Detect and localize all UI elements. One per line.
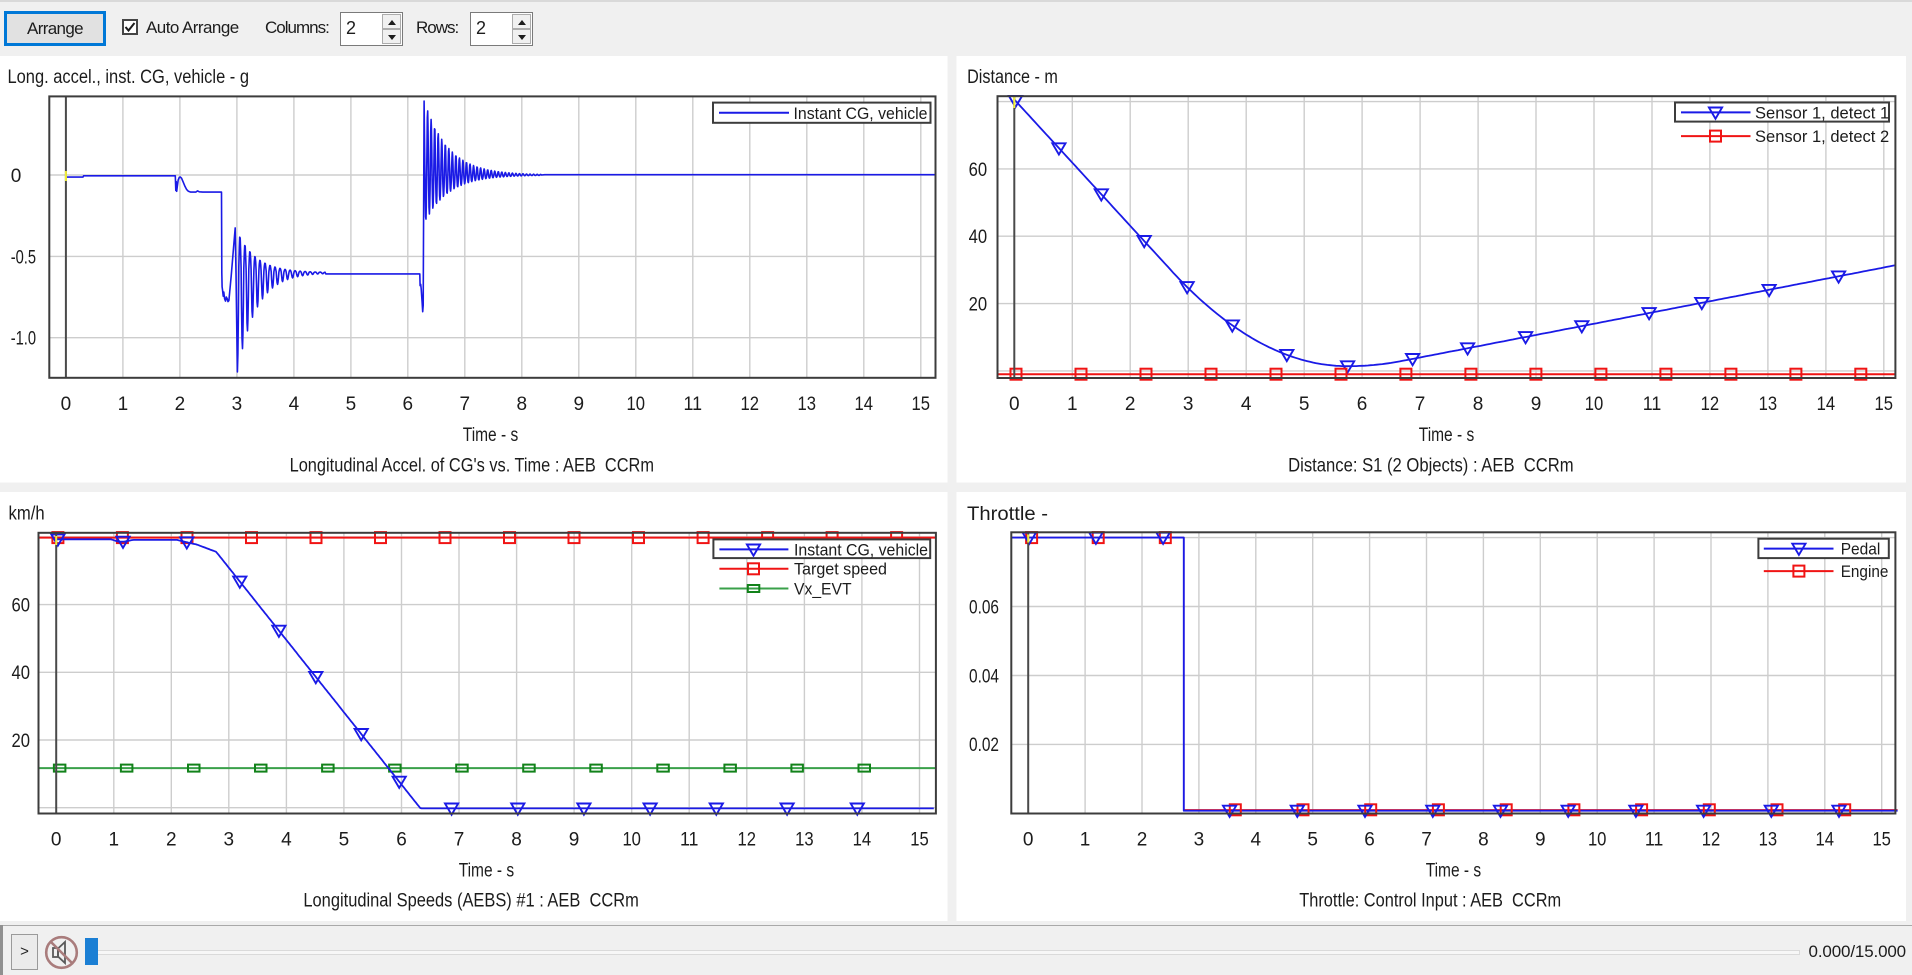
svg-text:1: 1 <box>118 394 129 415</box>
svg-text:6: 6 <box>1364 829 1375 850</box>
svg-text:4: 4 <box>1241 394 1252 415</box>
svg-text:6: 6 <box>403 394 414 415</box>
svg-text:5: 5 <box>346 394 357 415</box>
svg-text:7: 7 <box>460 394 471 415</box>
svg-text:11: 11 <box>684 394 703 415</box>
svg-text:12: 12 <box>741 394 760 415</box>
svg-text:14: 14 <box>1817 394 1836 415</box>
svg-text:11: 11 <box>1645 829 1664 850</box>
svg-text:1: 1 <box>109 829 120 850</box>
svg-text:0.06: 0.06 <box>969 597 999 618</box>
svg-text:14: 14 <box>853 829 872 850</box>
svg-text:Distance - m: Distance - m <box>967 67 1058 88</box>
svg-text:11: 11 <box>680 829 699 850</box>
svg-text:5: 5 <box>1307 829 1318 850</box>
svg-text:4: 4 <box>289 394 300 415</box>
svg-text:Longitudinal Accel. of CG's vs: Longitudinal Accel. of CG's vs. Time : A… <box>290 456 654 477</box>
svg-text:3: 3 <box>1183 394 1194 415</box>
svg-text:-1.0: -1.0 <box>11 329 36 350</box>
svg-text:Throttle: Control Input : AEB: Throttle: Control Input : AEB CCRm <box>1299 891 1561 912</box>
svg-text:8: 8 <box>1478 829 1489 850</box>
svg-text:5: 5 <box>339 829 350 850</box>
svg-text:9: 9 <box>1535 829 1546 850</box>
svg-text:7: 7 <box>1415 394 1426 415</box>
svg-text:40: 40 <box>12 663 31 684</box>
svg-text:10: 10 <box>1585 394 1604 415</box>
svg-text:6: 6 <box>1357 394 1368 415</box>
svg-text:Time - s: Time - s <box>1426 861 1481 882</box>
svg-text:2: 2 <box>166 829 177 850</box>
svg-text:8: 8 <box>1473 394 1484 415</box>
svg-text:14: 14 <box>1816 829 1835 850</box>
svg-text:0: 0 <box>51 829 62 850</box>
svg-text:15: 15 <box>1875 394 1894 415</box>
svg-text:2: 2 <box>1137 829 1148 850</box>
svg-text:9: 9 <box>569 829 580 850</box>
svg-text:13: 13 <box>798 394 817 415</box>
svg-text:0: 0 <box>61 394 72 415</box>
svg-text:1: 1 <box>1067 394 1078 415</box>
svg-text:0.02: 0.02 <box>969 735 999 756</box>
svg-text:Target speed: Target speed <box>794 560 887 579</box>
svg-text:Time - s: Time - s <box>1419 425 1474 446</box>
svg-text:3: 3 <box>232 394 243 415</box>
svg-text:Instant CG, vehicle: Instant CG, vehicle <box>794 540 928 559</box>
svg-text:Time - s: Time - s <box>459 861 514 882</box>
svg-text:Pedal: Pedal <box>1841 540 1881 559</box>
svg-text:km/h: km/h <box>9 504 45 525</box>
svg-text:13: 13 <box>1759 829 1778 850</box>
svg-text:Sensor 1, detect 2: Sensor 1, detect 2 <box>1755 127 1889 146</box>
svg-text:20: 20 <box>969 295 988 316</box>
svg-text:Throttle -: Throttle - <box>967 504 1048 525</box>
svg-text:5: 5 <box>1299 394 1310 415</box>
svg-text:0: 0 <box>1023 829 1034 850</box>
svg-text:-0.5: -0.5 <box>11 247 36 268</box>
svg-text:0.04: 0.04 <box>969 666 999 687</box>
svg-text:7: 7 <box>454 829 465 850</box>
svg-text:3: 3 <box>224 829 235 850</box>
svg-text:12: 12 <box>1702 829 1721 850</box>
svg-text:15: 15 <box>910 829 929 850</box>
svg-text:Distance: S1 (2 Objects) : AEB: Distance: S1 (2 Objects) : AEB CCRm <box>1288 456 1574 477</box>
svg-text:15: 15 <box>1872 829 1891 850</box>
svg-text:2: 2 <box>1125 394 1136 415</box>
svg-text:10: 10 <box>622 829 641 850</box>
svg-text:Long. accel., inst. CG, vehicl: Long. accel., inst. CG, vehicle - g <box>8 67 250 88</box>
svg-text:1: 1 <box>1080 829 1091 850</box>
svg-text:14: 14 <box>855 394 874 415</box>
svg-text:Time - s: Time - s <box>463 425 518 446</box>
svg-text:10: 10 <box>627 394 646 415</box>
svg-text:40: 40 <box>969 227 988 248</box>
svg-text:20: 20 <box>12 731 31 752</box>
svg-text:60: 60 <box>12 596 31 617</box>
svg-text:6: 6 <box>396 829 407 850</box>
svg-text:13: 13 <box>795 829 814 850</box>
svg-text:0: 0 <box>11 166 22 187</box>
svg-text:Engine: Engine <box>1841 562 1889 581</box>
svg-text:2: 2 <box>175 394 186 415</box>
svg-text:Instant CG, vehicle: Instant CG, vehicle <box>794 104 928 123</box>
svg-text:Longitudinal Speeds (AEBS) #1: Longitudinal Speeds (AEBS) #1 : AEB CCRm <box>303 891 638 912</box>
svg-text:0: 0 <box>1009 394 1020 415</box>
svg-text:8: 8 <box>511 829 522 850</box>
svg-text:12: 12 <box>1701 394 1720 415</box>
svg-text:4: 4 <box>281 829 292 850</box>
svg-text:13: 13 <box>1759 394 1778 415</box>
svg-text:60: 60 <box>969 160 988 181</box>
svg-text:11: 11 <box>1643 394 1662 415</box>
svg-text:7: 7 <box>1421 829 1432 850</box>
svg-text:9: 9 <box>574 394 585 415</box>
svg-text:10: 10 <box>1588 829 1607 850</box>
svg-text:9: 9 <box>1531 394 1542 415</box>
svg-text:3: 3 <box>1194 829 1205 850</box>
svg-text:Sensor 1, detect 1: Sensor 1, detect 1 <box>1755 103 1889 122</box>
svg-text:4: 4 <box>1251 829 1262 850</box>
svg-text:12: 12 <box>738 829 757 850</box>
svg-text:15: 15 <box>912 394 931 415</box>
svg-text:Vx_EVT: Vx_EVT <box>794 579 852 598</box>
svg-text:8: 8 <box>517 394 528 415</box>
